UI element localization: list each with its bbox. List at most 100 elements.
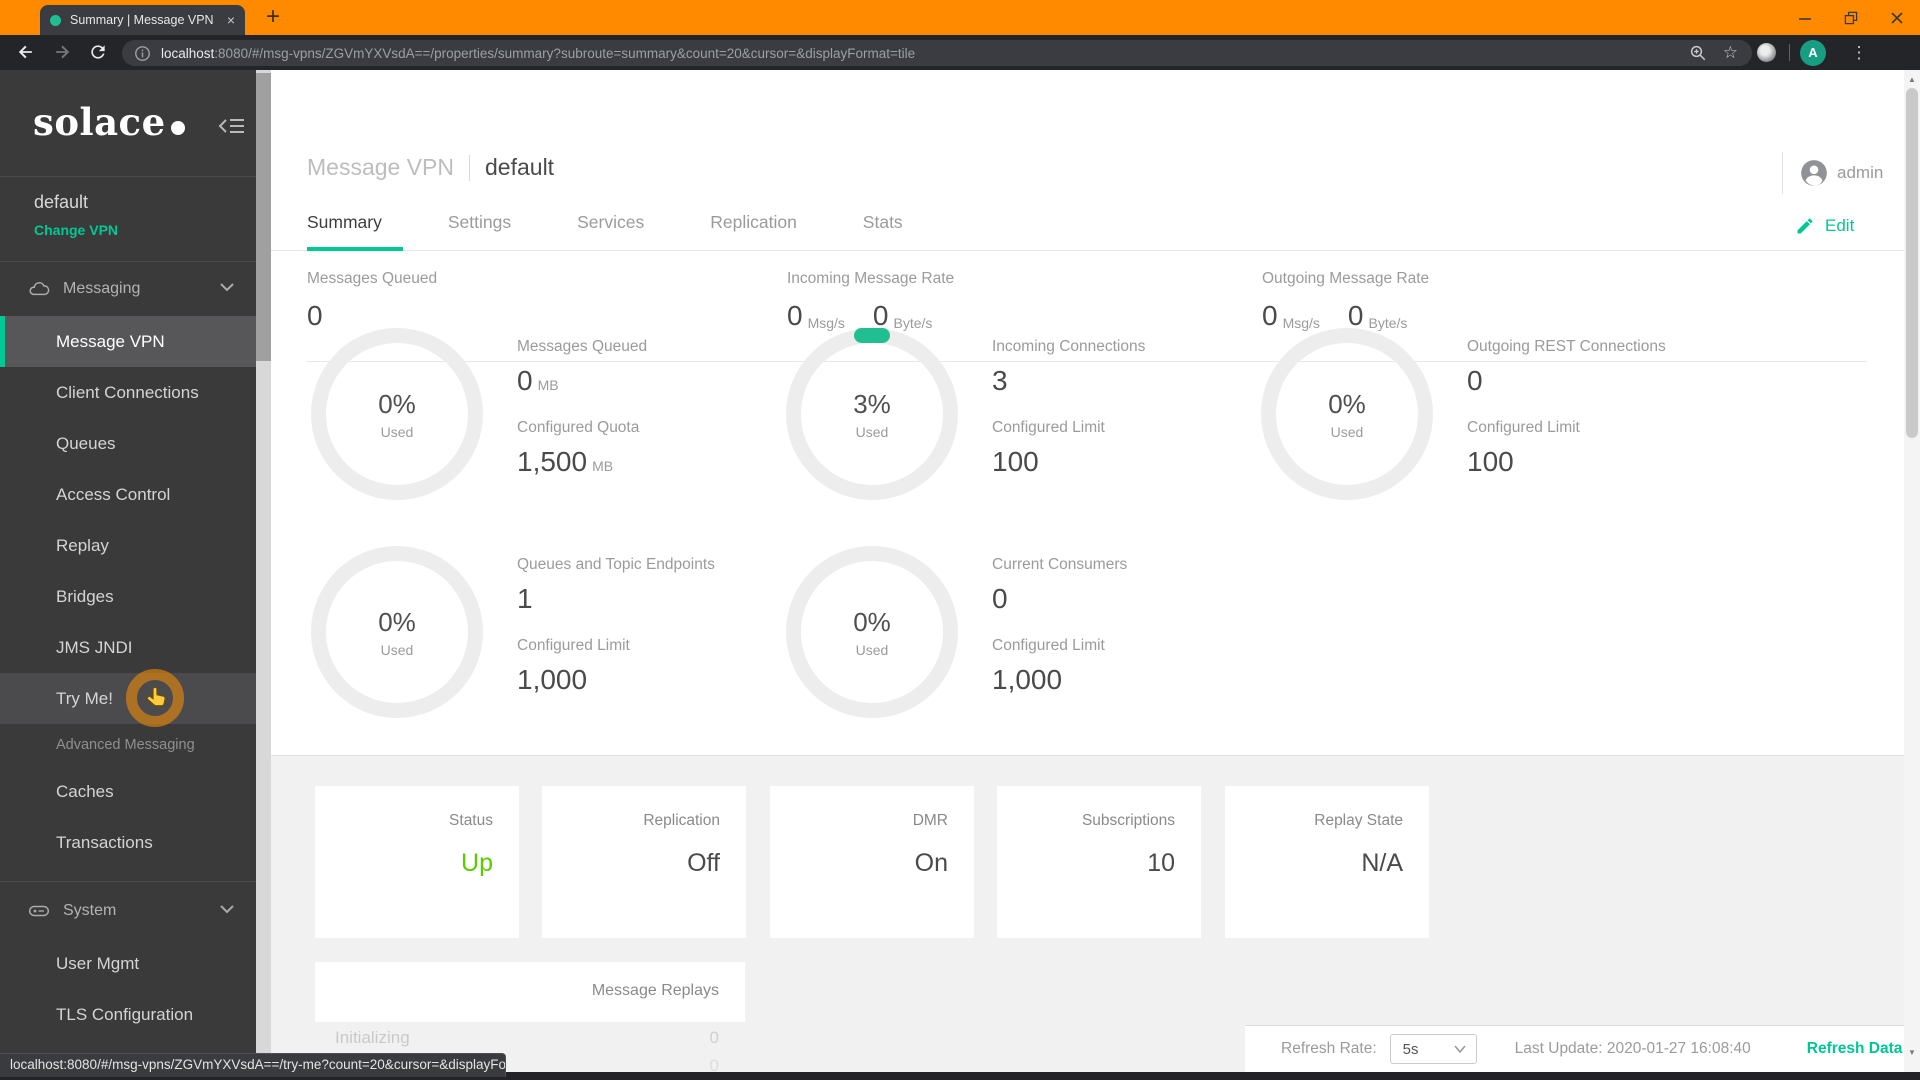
select-chevron-icon	[1454, 1045, 1466, 1053]
stat-value: 0	[1262, 300, 1278, 331]
extension-icon[interactable]	[1757, 43, 1776, 62]
replays-row-value: 0	[709, 1028, 719, 1047]
gauge-field-value: 0	[992, 583, 1008, 614]
logo-dot	[170, 121, 185, 135]
sidebar-item-advanced-messaging[interactable]: Advanced Messaging	[0, 724, 256, 766]
profile-avatar[interactable]: A	[1800, 40, 1826, 66]
card-label: Subscriptions	[1081, 812, 1175, 829]
refresh-bar: Refresh Rate: 5s Last Update: 2020-01-27…	[1245, 1025, 1904, 1072]
breadcrumb-parent: Message VPN	[307, 154, 455, 180]
change-vpn-link[interactable]: Change VPN	[34, 222, 119, 238]
tab-summary[interactable]: Summary	[307, 212, 382, 232]
tab-settings[interactable]: Settings	[447, 212, 512, 232]
gauge-field-label: Current Consumers	[992, 556, 1128, 573]
tab-services[interactable]: Services	[577, 212, 645, 232]
sidebar-item-client-connections[interactable]: Client Connections	[0, 367, 256, 418]
stat-incoming-rate: Incoming Message Rate 0 Msg/s 0 Byte/s	[787, 270, 954, 332]
sidebar-item-replay[interactable]: Replay	[0, 520, 256, 571]
item-label: Try Me!	[56, 688, 113, 708]
item-label: Bridges	[56, 586, 114, 606]
sidebar-item-access-control[interactable]: Access Control	[0, 469, 256, 520]
gauge-text-queues-endpoints: Queues and Topic Endpoints 1 Configured …	[517, 556, 847, 718]
toolbar-separator	[1789, 44, 1790, 61]
edit-label: Edit	[1825, 216, 1855, 235]
browser-tab[interactable]: Summary | Message VPN ×	[40, 5, 245, 35]
sidebar-item-try-me[interactable]: Try Me!	[0, 669, 256, 727]
url-bar[interactable]: localhost:8080/#/msg-vpns/ZGVmYXVsdA==/p…	[122, 40, 1752, 66]
reload-button[interactable]	[88, 42, 108, 62]
link-status-tooltip: localhost:8080/#/msg-vpns/ZGVmYXVsdA==/t…	[0, 1053, 506, 1077]
sidebar-section-system[interactable]: System	[0, 884, 256, 938]
refresh-rate-select[interactable]: 5s	[1389, 1034, 1477, 1064]
sidebar-item-jms-jndi[interactable]: JMS JNDI	[0, 622, 256, 673]
new-tab-button[interactable]: +	[265, 3, 280, 30]
item-label: JMS JNDI	[56, 637, 133, 657]
tab-close-icon[interactable]: ×	[226, 12, 235, 28]
sidebar-section-messaging[interactable]: Messaging	[0, 262, 256, 316]
gauge-field-label: Outgoing REST Connections	[1467, 338, 1666, 355]
tab-stats[interactable]: Stats	[862, 212, 903, 232]
tab-replication[interactable]: Replication	[710, 212, 797, 232]
sidebar-collapse-icon[interactable]	[218, 115, 246, 137]
item-label: Replay	[56, 535, 109, 555]
gauge-used-label: Used	[380, 423, 414, 440]
item-label: TLS Configuration	[56, 1004, 194, 1024]
item-label: Caches	[56, 781, 114, 801]
cloud-icon	[29, 282, 50, 296]
url-rest: :8080/#/msg-vpns/ZGVmYXVsdA==/properties…	[214, 45, 916, 61]
tab-title: Summary | Message VPN	[70, 13, 214, 27]
page-scrollbar-thumb[interactable]	[1906, 88, 1918, 438]
current-vpn-name: default	[34, 192, 89, 212]
stat-unit: Msg/s	[1282, 315, 1320, 331]
sidebar-item-caches[interactable]: Caches	[0, 766, 256, 817]
replays-row-initializing: Initializing 0	[315, 1028, 745, 1048]
gauge-used-label: Used	[380, 641, 414, 658]
chevron-down-icon	[220, 905, 234, 914]
gauge-field-label: Configured Limit	[992, 637, 1105, 654]
last-update-text: Last Update: 2020-01-27 16:08:40	[1514, 1040, 1751, 1057]
gauge-field-label: Configured Limit	[517, 637, 630, 654]
stat-value: 0	[1347, 300, 1364, 331]
stat-label: Incoming Message Rate	[787, 270, 955, 287]
gauge-field-value: 1,000	[992, 664, 1063, 695]
refresh-rate-value: 5s	[1402, 1040, 1419, 1058]
sidebar: solace default Change VPN Messaging Mess…	[0, 70, 256, 1080]
sidebar-item-message-vpn[interactable]: Message VPN	[0, 316, 256, 367]
gauge-queues-endpoints: 0% Used	[311, 546, 483, 718]
sidebar-item-bridges[interactable]: Bridges	[0, 571, 256, 622]
sidebar-scrollbar[interactable]	[256, 70, 271, 1072]
browser-menu-icon[interactable]: ⋮	[1850, 43, 1868, 62]
forward-button[interactable]	[52, 42, 72, 62]
page-scrollbar[interactable]: ▲ ▼	[1904, 70, 1920, 1080]
card-label: Status	[449, 812, 493, 829]
zoom-icon[interactable]	[1689, 44, 1707, 62]
site-info-icon[interactable]	[134, 45, 151, 62]
back-button[interactable]	[16, 42, 36, 62]
item-label: Advanced Messaging	[56, 737, 195, 753]
sidebar-item-tls-configuration[interactable]: TLS Configuration	[0, 989, 256, 1040]
breadcrumb: Message VPN default	[307, 154, 554, 181]
vpn-block: default Change VPN	[0, 177, 256, 262]
scroll-down-icon[interactable]: ▼	[1908, 1048, 1916, 1057]
sidebar-scrollbar-thumb[interactable]	[256, 73, 271, 361]
user-chip[interactable]: admin	[1782, 152, 1883, 194]
gauge-percent: 0%	[378, 606, 416, 637]
gauge-outgoing-rest-connections: 0% Used	[1261, 328, 1433, 500]
stat-label: Outgoing Message Rate	[1262, 270, 1430, 287]
sidebar-item-queues[interactable]: Queues	[0, 418, 256, 469]
refresh-data-link[interactable]: Refresh Data	[1806, 1040, 1903, 1057]
edit-button[interactable]: Edit	[1795, 216, 1854, 236]
gauge-field-value: 100	[1467, 446, 1514, 477]
breadcrumb-separator	[469, 154, 471, 181]
gauge-field-value: 0	[1467, 365, 1483, 396]
window-restore-button[interactable]	[1828, 0, 1874, 35]
window-minimize-button[interactable]	[1782, 0, 1828, 35]
sidebar-item-user-mgmt[interactable]: User Mgmt	[0, 938, 256, 989]
sidebar-item-transactions[interactable]: Transactions	[0, 817, 256, 868]
card-value: N/A	[1361, 849, 1403, 877]
bookmark-star-icon[interactable]: ☆	[1722, 43, 1738, 62]
gauge-used-label: Used	[855, 423, 889, 440]
window-close-button[interactable]	[1874, 0, 1920, 35]
scroll-up-icon[interactable]: ▲	[1908, 75, 1916, 84]
gauge-messages-queued: 0% Used	[311, 328, 483, 500]
